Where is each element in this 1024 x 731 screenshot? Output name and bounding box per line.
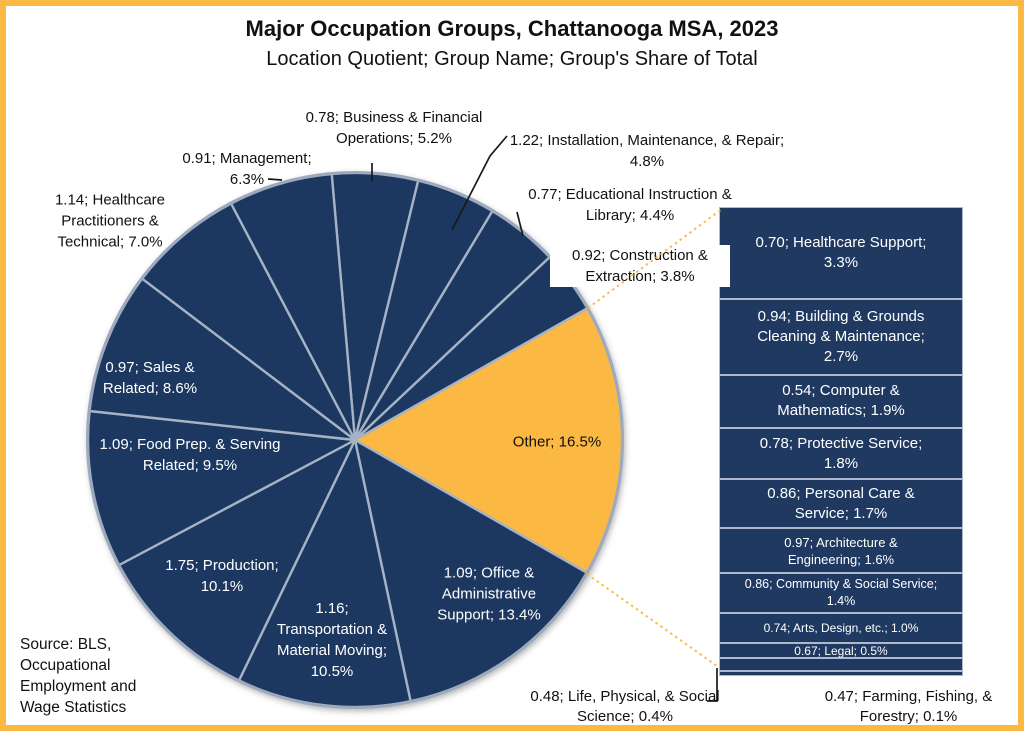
other-bar-architecture-engineering: 0.97; Architecture & Engineering; 1.6% — [719, 527, 963, 574]
chart-subtitle: Location Quotient; Group Name; Group's S… — [266, 48, 758, 70]
other-bar-label-architecture-engineering: 0.97; Architecture & Engineering; 1.6% — [784, 534, 898, 567]
other-bar-personal-care-service: 0.86; Personal Care & Service; 1.7% — [719, 479, 963, 528]
source-note: Source: BLS, Occupational Employment and… — [20, 636, 137, 716]
other-bar-community-social-service: 0.86; Community & Social Service; 1.4% — [719, 573, 963, 614]
other-bar-protective-service: 0.78; Protective Service; 1.8% — [719, 428, 963, 480]
other-bar-label-protective-service: 0.78; Protective Service; 1.8% — [759, 434, 923, 472]
label-farming-fishing-forestry: 0.47; Farming, Fishing, & Forestry; 0.1% — [824, 688, 993, 725]
leader-life-physical-social-science — [707, 668, 718, 702]
pie-rim — [86, 171, 624, 709]
other-bar-label-arts-design-etc: 0.74; Arts, Design, etc.; 1.0% — [763, 621, 919, 636]
other-bar-farming-fishing-forestry — [719, 671, 963, 676]
other-bar-label-personal-care-service: 0.86; Personal Care & Service; 1.7% — [767, 484, 915, 522]
leader-educational-instruction-library — [516, 211, 524, 237]
chart-title: Major Occupation Groups, Chattanooga MSA… — [245, 16, 779, 41]
other-bar-label-community-social-service: 0.86; Community & Social Service; 1.4% — [744, 577, 938, 609]
other-bar-label-legal: 0.67; Legal; 0.5% — [794, 643, 888, 658]
other-bar-healthcare-support: 0.70; Healthcare Support; 3.3% — [719, 207, 963, 299]
other-bar-label-building-grounds-cleaning-maintenance: 0.94; Building & Grounds Cleaning & Main… — [757, 307, 925, 365]
other-bar-label-healthcare-support: 0.70; Healthcare Support; 3.3% — [755, 233, 927, 271]
other-bar-arts-design-etc: 0.74; Arts, Design, etc.; 1.0% — [719, 613, 963, 643]
other-bar-building-grounds-cleaning-maintenance: 0.94; Building & Grounds Cleaning & Main… — [719, 298, 963, 375]
other-bar-legal: 0.67; Legal; 0.5% — [719, 642, 963, 659]
other-bar-label-computer-mathematics: 0.54; Computer & Mathematics; 1.9% — [777, 382, 905, 420]
other-breakdown-panel: 0.70; Healthcare Support; 3.3% 0.94; Buil… — [719, 207, 963, 676]
other-bar-life-physical-social-science — [719, 658, 963, 672]
label-life-physical-social-science: 0.48; Life, Physical, & Social Science; … — [530, 688, 720, 725]
leader-installation-maintenance-repair — [451, 135, 508, 231]
other-bar-computer-mathematics: 0.54; Computer & Mathematics; 1.9% — [719, 374, 963, 429]
leader-management — [267, 178, 283, 181]
